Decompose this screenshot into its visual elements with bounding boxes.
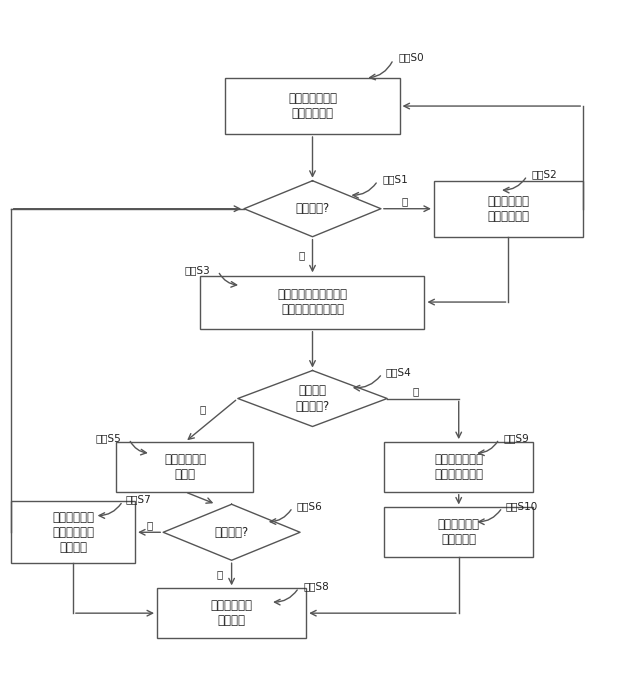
FancyBboxPatch shape xyxy=(11,501,135,563)
FancyBboxPatch shape xyxy=(384,508,533,557)
Text: 步骤S3: 步骤S3 xyxy=(185,264,211,275)
Text: 否: 否 xyxy=(401,197,408,206)
Text: 将回复数据发
送给终端: 将回复数据发 送给终端 xyxy=(211,599,252,627)
Text: 步骤S1: 步骤S1 xyxy=(382,175,408,184)
Text: 步骤S7: 步骤S7 xyxy=(126,495,152,504)
Text: 是: 是 xyxy=(217,569,223,579)
Text: 步骤S9: 步骤S9 xyxy=(504,433,529,443)
Text: 步骤S4: 步骤S4 xyxy=(386,367,412,377)
Text: 获得回复内容
发送给终端: 获得回复内容 发送给终端 xyxy=(438,519,480,546)
Text: 步骤S0: 步骤S0 xyxy=(398,53,424,62)
Text: 获取对应的回
复内容: 获取对应的回 复内容 xyxy=(164,453,206,481)
Text: 否: 否 xyxy=(146,520,152,530)
Text: 步骤S6: 步骤S6 xyxy=(297,501,322,511)
Text: 文字数据?: 文字数据? xyxy=(296,202,329,215)
Text: 与学习库
内容匹配?: 与学习库 内容匹配? xyxy=(296,384,329,412)
Text: 将语音数据转
换为文字数据: 将语音数据转 换为文字数据 xyxy=(488,195,529,223)
Text: 步骤S8: 步骤S8 xyxy=(303,582,329,591)
Text: 是: 是 xyxy=(298,251,304,260)
Text: 将服务请求展示
给人工客服人员: 将服务请求展示 给人工客服人员 xyxy=(434,453,483,481)
FancyBboxPatch shape xyxy=(384,442,533,492)
FancyBboxPatch shape xyxy=(226,78,399,134)
Text: 是: 是 xyxy=(199,404,206,414)
Polygon shape xyxy=(244,181,381,237)
Polygon shape xyxy=(163,504,300,560)
Text: 步骤S10: 步骤S10 xyxy=(506,501,538,511)
Polygon shape xyxy=(238,371,387,427)
FancyBboxPatch shape xyxy=(201,275,424,329)
FancyBboxPatch shape xyxy=(116,442,253,492)
Text: 将文字回复内
容转换为语音
回复数据: 将文字回复内 容转换为语音 回复数据 xyxy=(52,511,94,553)
FancyBboxPatch shape xyxy=(157,588,306,638)
Text: 步骤S2: 步骤S2 xyxy=(531,169,558,179)
FancyBboxPatch shape xyxy=(434,181,583,237)
Text: 步骤S5: 步骤S5 xyxy=(96,433,122,443)
Text: 否: 否 xyxy=(412,386,418,396)
Text: 对人工服务数据
进行学习分析: 对人工服务数据 进行学习分析 xyxy=(288,92,337,120)
Text: 文字数据?: 文字数据? xyxy=(214,526,249,539)
Text: 对文字数据进行以自然
语言理解的语义检索: 对文字数据进行以自然 语言理解的语义检索 xyxy=(278,288,348,316)
